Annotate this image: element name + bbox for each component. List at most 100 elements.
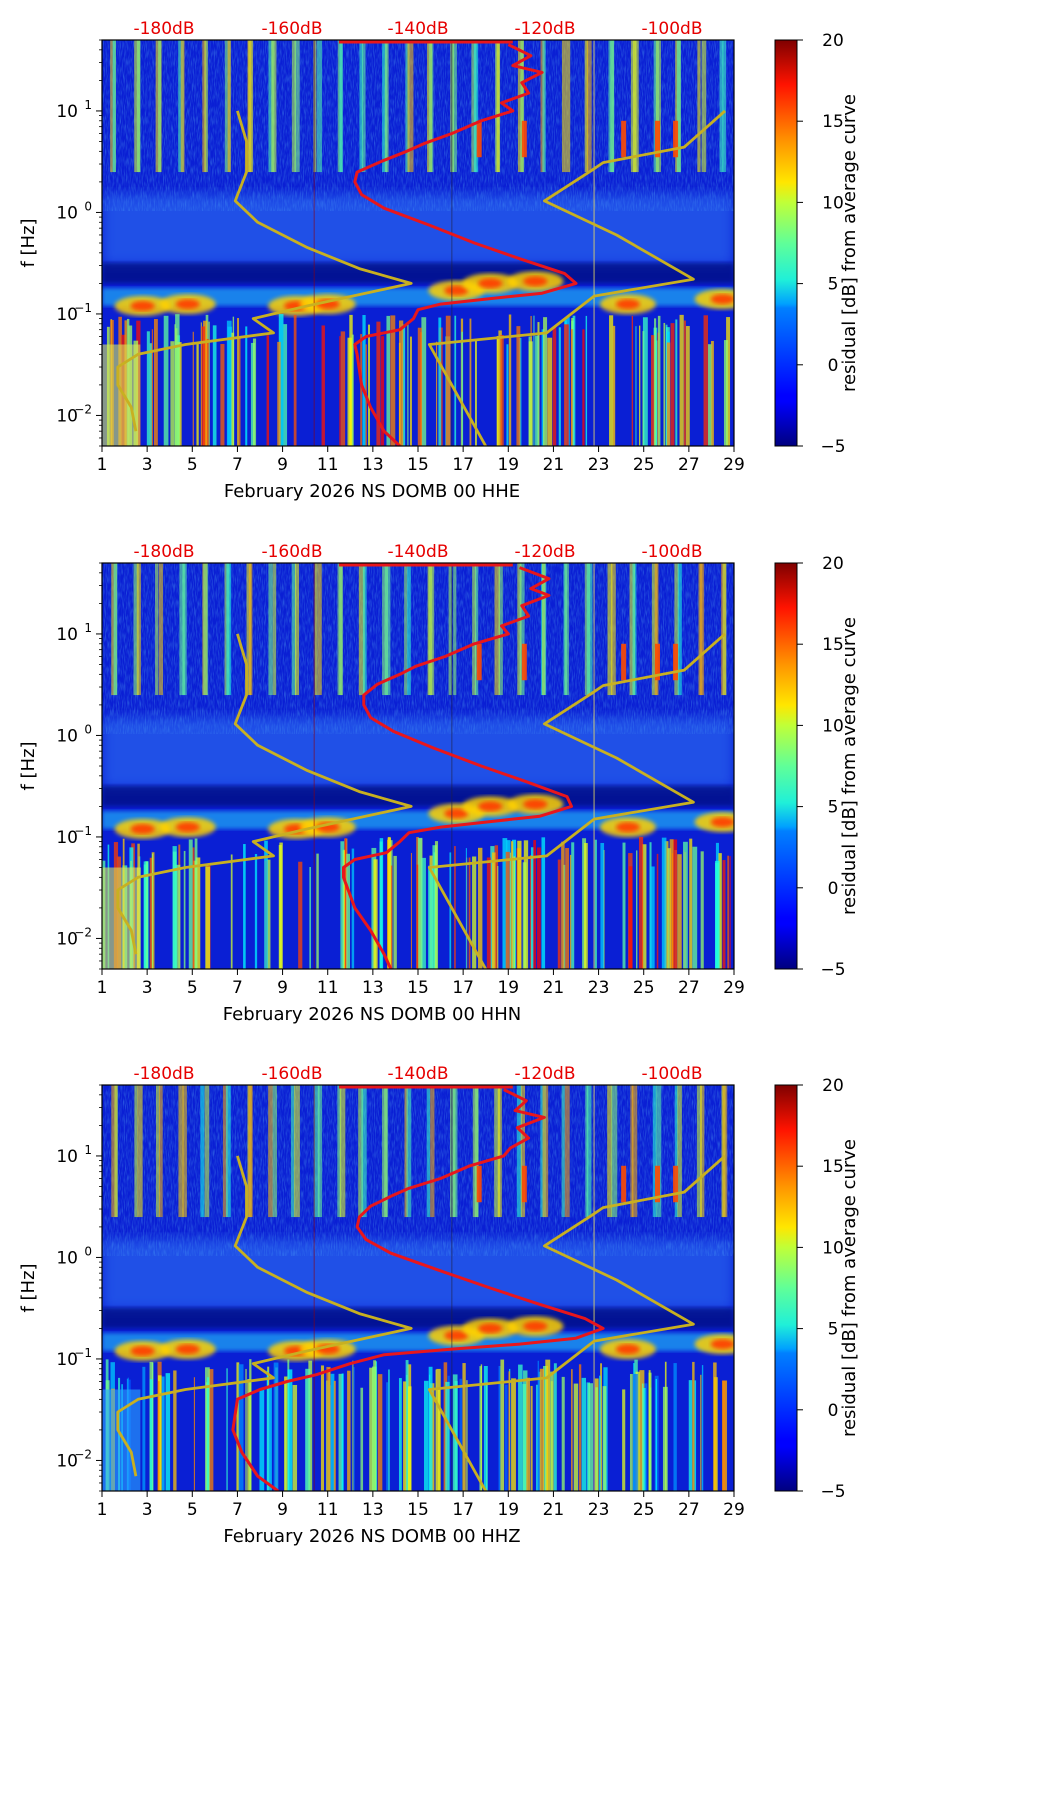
heatmap-lowfreq-streak (511, 1378, 516, 1491)
heatmap-lowfreq-streak (631, 315, 634, 446)
heatmap-lowfreq-streak (142, 1366, 146, 1491)
heatmap-daily-stripe (607, 1085, 613, 1218)
heatmap-lowfreq-streak (713, 1362, 717, 1491)
heatmap-daily-stripe (382, 40, 388, 173)
heatmap-daily-stripe (629, 563, 636, 696)
heatmap-lowfreq-streak (398, 1378, 402, 1491)
heatmap-lowfreq-streak (633, 1373, 638, 1491)
heatmap-daily-stripe (564, 563, 569, 696)
db-scale-label: -120dB (514, 542, 575, 562)
heatmap-lowfreq-streak (557, 859, 561, 969)
x-tick-label: 13 (362, 1500, 384, 1520)
low-noise-model-line (116, 633, 413, 955)
heatmap-lowfreq-streak (151, 852, 155, 969)
heatmap-lowfreq-streak (584, 843, 588, 969)
heatmap-lowfreq-streak (722, 860, 726, 969)
heatmap-lowfreq-streak (667, 848, 672, 969)
heatmap-daily-stripe (426, 1085, 431, 1218)
x-tick-label: 7 (232, 1500, 243, 1520)
heatmap-lowfreq-streak (504, 1384, 508, 1491)
x-tick-label: 1 (97, 1500, 108, 1520)
heatmap-lowfreq-streak (152, 853, 154, 969)
heatmap-storm-core (478, 1323, 503, 1334)
heatmap-lowfreq-streak (149, 1379, 153, 1491)
heatmap-lowfreq-streak (722, 1380, 726, 1491)
db-scale-label: -180dB (133, 1064, 194, 1084)
heatmap-lowfreq-streak (388, 1369, 390, 1491)
heatmap-lowfreq-streak (547, 337, 553, 446)
heatmap-lowfreq-streak (727, 855, 730, 969)
heatmap-lowfreq-streak (715, 860, 720, 969)
db-scale-label: -140dB (387, 19, 448, 39)
heatmap-dark-band (102, 785, 734, 807)
heatmap-lowfreq-streak (572, 315, 576, 446)
heatmap-lowfreq-streak (293, 314, 297, 446)
heatmap-daily-stripe (496, 40, 500, 173)
heatmap-lowfreq-streak (226, 1368, 228, 1491)
y-tick-label: 10 (56, 929, 78, 949)
heatmap-lowfreq-streak (553, 1363, 557, 1491)
heatmap-storm-core (175, 1344, 200, 1355)
high-noise-model-line (427, 1154, 726, 1491)
heatmap-lowfreq-streak (530, 1385, 533, 1491)
y-tick-exponent: 1 (84, 98, 92, 112)
heatmap-lowfreq-streak (677, 854, 682, 969)
heatmap-hotspot (673, 1165, 679, 1203)
heatmap-lowfreq-streak (264, 840, 268, 969)
heatmap-lowfreq-streak (543, 1365, 547, 1491)
heatmap-daily-stripe (429, 40, 434, 173)
heatmap-lowfreq-streak (387, 839, 389, 969)
colorbar-tick-label: 10 (822, 1238, 844, 1258)
heatmap-lowfreq-streak (292, 1384, 298, 1491)
heatmap-daily-stripe (136, 563, 141, 696)
heatmap-lowfreq-streak (192, 847, 195, 969)
heatmap-lowfreq-streak (468, 857, 471, 969)
heatmap-storm-core (710, 294, 734, 305)
heatmap-lowfreq-streak (635, 326, 637, 446)
heatmap-lowfreq-streak (173, 1370, 177, 1491)
heatmap-lowfreq-streak (701, 1365, 704, 1491)
heatmap-lowfreq-streak (497, 865, 499, 969)
heatmap-daily-stripe (180, 40, 185, 173)
heatmap-lowfreq-streak (636, 850, 638, 969)
heatmap-lowfreq-streak (602, 1386, 607, 1491)
heatmap-daily-stripe (607, 563, 613, 696)
x-tick-label: 7 (232, 455, 243, 475)
heatmap-daily-stripe (226, 563, 232, 696)
heatmap-hotspot (476, 1165, 482, 1203)
heatmap-lowfreq-streak (533, 840, 537, 969)
heatmap-lowfreq-streak (496, 336, 500, 446)
heatmap-daily-stripe (384, 563, 391, 696)
heatmap-daily-stripe (406, 1085, 412, 1218)
heatmap-daily-stripe (339, 1085, 346, 1218)
heatmap-daily-stripe (610, 40, 615, 173)
colorbar-tick-label: 5 (828, 275, 839, 295)
heatmap-lowfreq-streak (421, 857, 426, 969)
x-tick-label: 25 (633, 978, 655, 998)
heatmap-daily-stripe (339, 40, 343, 173)
heatmap-lowfreq-streak (203, 320, 208, 446)
heatmap-lowfreq-streak (522, 1384, 527, 1491)
heatmap-lowfreq-streak (410, 852, 412, 969)
heatmap-lowfreq-streak (491, 852, 496, 969)
heatmap-lowfreq-streak (372, 1366, 377, 1491)
heatmap-lowfreq-streak (679, 314, 684, 446)
heatmap-lowfreq-streak (362, 315, 366, 446)
y-tick-exponent: −2 (74, 925, 92, 939)
heatmap-lowfreq-streak (254, 853, 258, 969)
heatmap-daily-stripe (158, 1085, 163, 1218)
heatmap-daily-stripe (586, 563, 593, 696)
heatmap-lowfreq-streak (664, 841, 669, 969)
heatmap-storm-core (478, 801, 503, 812)
heatmap-lowfreq-streak (582, 329, 585, 446)
heatmap-lowfreq-streak (373, 859, 378, 969)
x-tick-label: 1 (97, 978, 108, 998)
x-tick-label: 3 (142, 1500, 153, 1520)
heatmap-lowfreq-streak (655, 1378, 658, 1491)
heatmap-lowfreq-streak (683, 320, 686, 446)
high-noise-model-line (427, 632, 726, 969)
heatmap-lowfreq-streak (692, 1361, 695, 1491)
heatmap-lowfreq-streak (266, 859, 271, 969)
heatmap-daily-stripe (677, 1085, 682, 1218)
heatmap-lowfreq-streak (642, 1383, 644, 1491)
